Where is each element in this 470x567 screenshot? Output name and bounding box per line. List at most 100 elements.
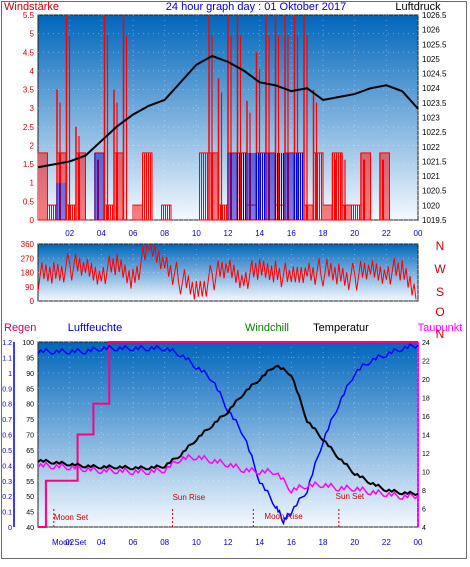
p3-x-tick-label: 04 <box>97 538 106 547</box>
event-sun-rise-label: Sun Rise <box>173 493 206 502</box>
p1-left-tick-label: 0 <box>30 216 35 225</box>
event-moon-rise-label: Moon Rise <box>264 512 303 521</box>
p1-left-tick-label: 2.5 <box>23 123 35 132</box>
p3-rain-tick-label: 0.8 <box>2 402 12 409</box>
p1-right-tick-label: 1020 <box>422 201 440 210</box>
p1-x-tick-label: 00 <box>414 229 423 238</box>
p3-rain-tick-label: 0 <box>8 525 12 532</box>
p3-humidity-tick-label: 95 <box>26 355 34 362</box>
p3-rain-tick-label: 0.3 <box>2 479 12 486</box>
p1-x-tick-label: 14 <box>255 229 264 238</box>
p3-temp-tick-label: 6 <box>422 507 426 514</box>
p2-direction-label: N <box>436 239 445 253</box>
p1-x-tick-label: 10 <box>192 229 201 238</box>
rain-line <box>38 341 418 528</box>
p3-x-tick-label: 14 <box>255 538 264 547</box>
p2-direction-label: W <box>434 262 446 276</box>
p2-left-tick-label: 180 <box>21 269 35 278</box>
p3-x-tick-label: 16 <box>287 538 296 547</box>
p1-right-tick-label: 1025 <box>422 55 440 64</box>
p1-right-tick-label: 1020.5 <box>422 187 447 196</box>
p2-left-tick-label: 0 <box>30 297 35 306</box>
p3-x-tick-label: 12 <box>224 538 233 547</box>
label-regen: Regen <box>4 322 36 334</box>
p1-right-tick-label: 1022 <box>422 143 440 152</box>
p3-x-tick-label: 06 <box>129 538 138 547</box>
temperature-line <box>37 364 419 497</box>
p1-right-tick-label: 1022.5 <box>422 128 447 137</box>
p3-x-tick-label: 00 <box>414 538 423 547</box>
p2-direction-label: S <box>436 285 444 299</box>
p3-humidity-tick-label: 45 <box>26 510 34 517</box>
event-moon-set-label: Moon Set <box>54 513 89 522</box>
label-windchill: Windchill <box>245 322 289 334</box>
event-moon-set-axis-label: Moon Set <box>52 538 87 547</box>
p3-rain-tick-label: 0.7 <box>2 417 12 424</box>
p3-temp-tick-label: 24 <box>422 340 430 347</box>
p1-right-tick-label: 1025.5 <box>422 40 447 49</box>
p3-temp-tick-label: 18 <box>422 396 430 403</box>
p1-right-tick-label: 1026 <box>422 26 440 35</box>
p3-rain-tick-label: 0.5 <box>2 448 12 455</box>
y-left-label-wind: Windstärke <box>4 1 59 13</box>
p3-x-tick-label: 18 <box>319 538 328 547</box>
p1-x-tick-label: 20 <box>350 229 359 238</box>
label-temperatur: Temperatur <box>313 322 369 334</box>
p3-temp-tick-label: 20 <box>422 377 430 384</box>
p3-humidity-tick-label: 100 <box>22 340 34 347</box>
p3-rain-tick-label: 1 <box>8 371 12 378</box>
p3-rain-tick-label: 0.9 <box>2 386 12 393</box>
chart-title: 24 hour graph day : 01 Oktober 2017 <box>166 1 346 13</box>
p2-direction-label: N <box>436 327 445 341</box>
p1-left-tick-label: 3 <box>30 104 35 113</box>
p1-right-tick-label: 1026.5 <box>422 11 447 20</box>
y-right-label-pressure: Luftdruck <box>395 1 441 13</box>
p2-left-tick-label: 90 <box>25 283 34 292</box>
p3-x-tick-label: 08 <box>160 538 169 547</box>
p3-rain-tick-label: 1.1 <box>2 355 12 362</box>
p2-left-tick-label: 360 <box>21 240 35 249</box>
p3-rain-tick-label: 0.2 <box>2 494 12 501</box>
p1-right-tick-label: 1023.5 <box>422 99 447 108</box>
event-sun-set-label: Sun Set <box>336 492 365 501</box>
p1-left-tick-label: 2 <box>30 141 35 150</box>
p1-right-tick-label: 1023 <box>422 114 440 123</box>
humidity-line <box>37 343 419 526</box>
p3-humidity-tick-label: 55 <box>26 479 34 486</box>
p3-temp-tick-label: 14 <box>422 433 430 440</box>
p3-temp-tick-label: 16 <box>422 414 430 421</box>
p3-x-tick-label: 10 <box>192 538 201 547</box>
p1-left-tick-label: 1.5 <box>23 160 35 169</box>
p1-right-tick-label: 1024.5 <box>422 70 447 79</box>
p3-humidity-tick-label: 60 <box>26 463 34 470</box>
label-luftfeuchte: Luftfeuchte <box>68 322 122 334</box>
p3-temp-tick-label: 10 <box>422 470 430 477</box>
p3-x-tick-label: 02 <box>65 538 74 547</box>
pressure-line <box>37 54 419 169</box>
p3-humidity-tick-label: 50 <box>26 494 34 501</box>
p1-right-tick-label: 1021.5 <box>422 157 447 166</box>
p1-left-tick-label: 5 <box>30 30 35 39</box>
label-taupunkt: Taupunkt <box>418 322 463 334</box>
p3-temp-tick-label: 12 <box>422 451 430 458</box>
p1-x-tick-label: 22 <box>382 229 391 238</box>
p3-x-tick-label: 20 <box>350 538 359 547</box>
p1-left-tick-label: 5.5 <box>23 11 35 20</box>
p1-left-tick-label: 4.5 <box>23 48 35 57</box>
p3-x-tick-label: 22 <box>382 538 391 547</box>
p1-left-tick-label: 3.5 <box>23 86 35 95</box>
p2-direction-label: O <box>435 305 444 319</box>
p3-rain-tick-label: 1.2 <box>2 340 12 347</box>
p3-temp-tick-label: 8 <box>422 488 426 495</box>
p3-rain-tick-label: 0.6 <box>2 433 12 440</box>
p3-humidity-tick-label: 85 <box>26 386 34 393</box>
p1-x-tick-label: 04 <box>97 229 106 238</box>
p1-left-tick-label: 4 <box>30 67 35 76</box>
p3-rain-tick-label: 0.1 <box>2 510 12 517</box>
p1-x-tick-label: 06 <box>129 229 138 238</box>
p1-right-tick-label: 1021 <box>422 172 440 181</box>
p3-humidity-tick-label: 90 <box>26 371 34 378</box>
p3-humidity-tick-label: 80 <box>26 402 34 409</box>
p2-left-tick-label: 270 <box>21 254 35 263</box>
